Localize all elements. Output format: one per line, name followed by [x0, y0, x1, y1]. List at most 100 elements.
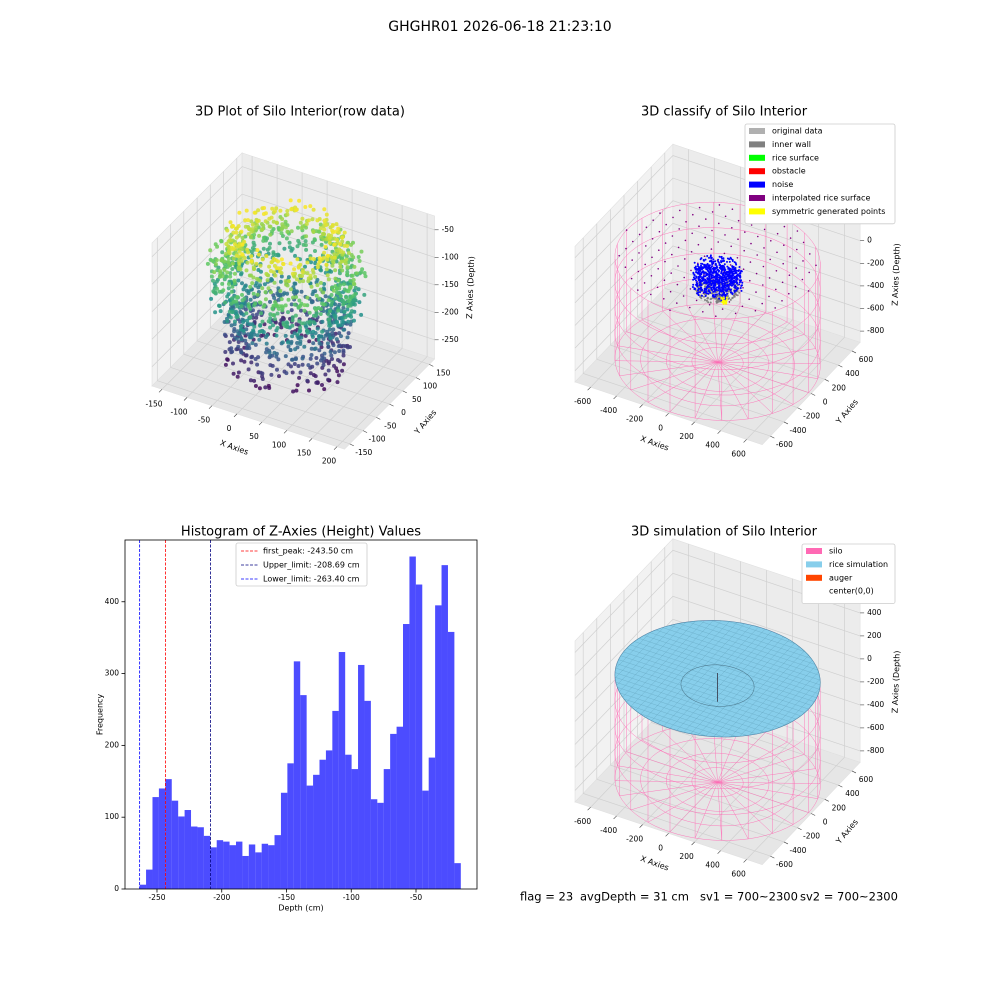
point: [663, 279, 666, 282]
point: [318, 287, 323, 292]
point: [692, 283, 695, 286]
point: [333, 268, 338, 273]
point: [214, 279, 219, 284]
point: [340, 239, 345, 244]
point: [690, 251, 693, 253]
y-tick-label: 0: [401, 408, 406, 417]
point: [322, 387, 327, 392]
point: [730, 269, 733, 272]
point: [274, 220, 279, 225]
point: [326, 377, 331, 382]
y-tick-label: -100: [369, 435, 386, 444]
point: [239, 358, 244, 363]
point: [257, 386, 262, 391]
point: [294, 295, 299, 300]
surface-mesh: [784, 688, 820, 726]
point: [261, 246, 266, 251]
bar: [428, 757, 436, 889]
point: [707, 264, 710, 267]
point: [697, 267, 700, 270]
grid-line: [151, 166, 435, 258]
point: [326, 317, 331, 322]
point: [295, 257, 300, 262]
point: [271, 323, 275, 328]
legend-label: obstacle: [772, 167, 806, 176]
y-tick-label: 0: [114, 884, 119, 893]
point: [212, 270, 217, 275]
point: [718, 293, 721, 296]
z-tick-label: -400: [867, 281, 884, 290]
point: [311, 320, 316, 325]
subplot-title: Histogram of Z-Axies (Height) Values: [181, 525, 421, 540]
point: [346, 304, 351, 309]
subplot-title: 3D Plot of Silo Interior(row data): [195, 105, 405, 120]
point: [235, 304, 240, 309]
grid-line: [183, 211, 377, 418]
legend-patch: [806, 588, 822, 595]
point: [714, 260, 717, 263]
point: [692, 278, 695, 281]
point: [733, 267, 736, 270]
point: [724, 286, 727, 289]
point: [720, 272, 723, 275]
point: [701, 266, 703, 269]
point: [339, 259, 344, 264]
point: [678, 228, 680, 230]
surface-mesh: [730, 655, 809, 738]
grid-line: [650, 561, 839, 786]
point: [704, 285, 707, 288]
point: [218, 309, 223, 314]
point: [775, 288, 777, 291]
point: [696, 292, 699, 295]
point: [327, 236, 332, 240]
point: [744, 231, 746, 233]
point: [261, 212, 266, 216]
point: [625, 247, 627, 250]
point: [240, 252, 245, 257]
point: [703, 289, 706, 292]
point: [240, 281, 244, 286]
point: [270, 345, 275, 350]
point: [305, 378, 310, 383]
point: [230, 261, 235, 266]
point: [319, 234, 323, 239]
z-tick-label: -200: [867, 677, 884, 686]
point: [246, 289, 251, 294]
point: [711, 211, 714, 213]
point: [307, 388, 311, 393]
grid-line: [637, 181, 825, 380]
legend-patch: [749, 128, 765, 134]
point: [738, 291, 741, 294]
bar: [319, 759, 326, 889]
bar: [454, 863, 461, 889]
point: [694, 266, 697, 269]
point: [729, 271, 732, 274]
point: [220, 250, 225, 255]
point: [737, 287, 739, 290]
point: [739, 271, 742, 274]
point: [224, 251, 229, 256]
point: [703, 263, 706, 266]
point: [228, 234, 233, 239]
point: [716, 298, 719, 301]
point: [356, 255, 361, 259]
point: [331, 260, 336, 265]
point: [708, 256, 710, 259]
point: [696, 263, 699, 266]
point: [246, 250, 251, 255]
point: [314, 380, 319, 385]
point: [251, 275, 256, 280]
point: [737, 219, 740, 222]
point: [731, 208, 734, 210]
point: [279, 227, 284, 232]
point: [279, 297, 284, 302]
z-tick-label: 0: [867, 654, 872, 663]
point: [233, 319, 237, 324]
point: [260, 286, 265, 291]
point: [704, 295, 707, 297]
point: [248, 378, 253, 383]
legend-patch: [749, 208, 765, 215]
point: [705, 292, 708, 295]
point: [715, 315, 717, 318]
point: [693, 278, 696, 280]
